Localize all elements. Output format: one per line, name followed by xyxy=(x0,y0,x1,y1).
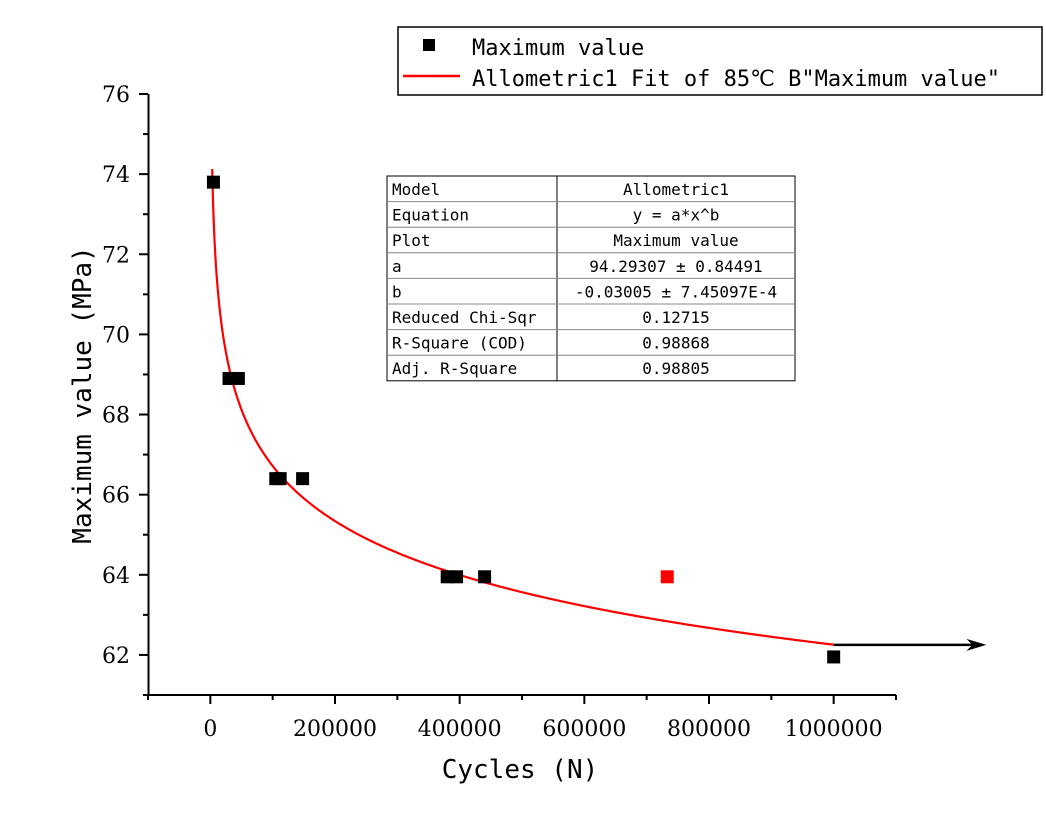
table-row-label: Adj. R-Square xyxy=(392,359,517,378)
table-row-label: Plot xyxy=(392,231,431,250)
table-row-label: Equation xyxy=(392,206,469,225)
data-point xyxy=(273,472,287,486)
y-ticks: 62 64 66 68 70 72 74 76 xyxy=(102,83,148,696)
table-row-value: 0.12715 xyxy=(642,308,709,327)
x-tick-label: 600000 xyxy=(542,717,626,742)
y-axis-title: Maximum value (MPa) xyxy=(68,246,98,543)
legend-box xyxy=(397,26,1043,96)
y-tick-label: 72 xyxy=(102,243,130,268)
annotations xyxy=(833,638,987,651)
y-tick-label: 68 xyxy=(102,404,130,429)
y-tick-label: 76 xyxy=(102,83,130,108)
data-point xyxy=(478,570,492,584)
data-point xyxy=(660,570,674,584)
table-row-value: Allometric1 xyxy=(623,180,729,199)
y-tick-label: 70 xyxy=(102,323,130,348)
fit-results-table: Model Allometric1 Equation y = a*x^b Plot Max… xyxy=(386,175,796,382)
x-tick-label: 1000000 xyxy=(785,717,883,742)
data-point xyxy=(231,371,245,385)
table-row-value: -0.03005 ± 7.45097E-4 xyxy=(575,282,777,301)
legend-label-points: Maximum value xyxy=(472,36,644,61)
y-tick-label: 74 xyxy=(102,163,130,188)
x-axis-title: Cycles (N) xyxy=(442,755,599,785)
x-tick-label: 200000 xyxy=(293,717,377,742)
table-row-value: 0.98805 xyxy=(642,359,709,378)
x-tick-label: 0 xyxy=(203,717,217,742)
legend-label-fit: Allometric1 Fit of 85℃ B"Maximum value" xyxy=(472,67,1000,92)
table-row-value: 0.98868 xyxy=(642,334,709,353)
data-point xyxy=(450,570,464,584)
data-point xyxy=(296,472,310,486)
table-row-label: a xyxy=(392,257,402,276)
x-tick-label: 800000 xyxy=(667,717,751,742)
fit-curve xyxy=(211,168,834,646)
legend: Maximum value Allometric1 Fit of 85℃ B"M… xyxy=(397,26,1043,96)
table-row-value: Maximum value xyxy=(613,231,738,250)
x-ticks: 0 200000 400000 600000 800000 1000000 xyxy=(147,695,897,742)
table-row-label: Reduced Chi-Sqr xyxy=(392,308,537,327)
table-row-value: y = a*x^b xyxy=(633,206,720,225)
data-point xyxy=(827,650,841,664)
table-row-label: R-Square (COD) xyxy=(392,334,527,353)
table-row-label: Model xyxy=(392,180,440,199)
arrow-head xyxy=(966,638,987,651)
table-row-value: 94.29307 ± 0.84491 xyxy=(589,257,762,276)
data-points xyxy=(206,175,841,664)
legend-marker-square xyxy=(423,39,435,51)
table-row-label: b xyxy=(392,282,402,301)
data-point xyxy=(206,175,220,189)
x-tick-label: 400000 xyxy=(418,717,502,742)
y-tick-label: 64 xyxy=(102,564,130,589)
y-tick-label: 66 xyxy=(102,484,130,509)
y-tick-label: 62 xyxy=(102,644,130,669)
